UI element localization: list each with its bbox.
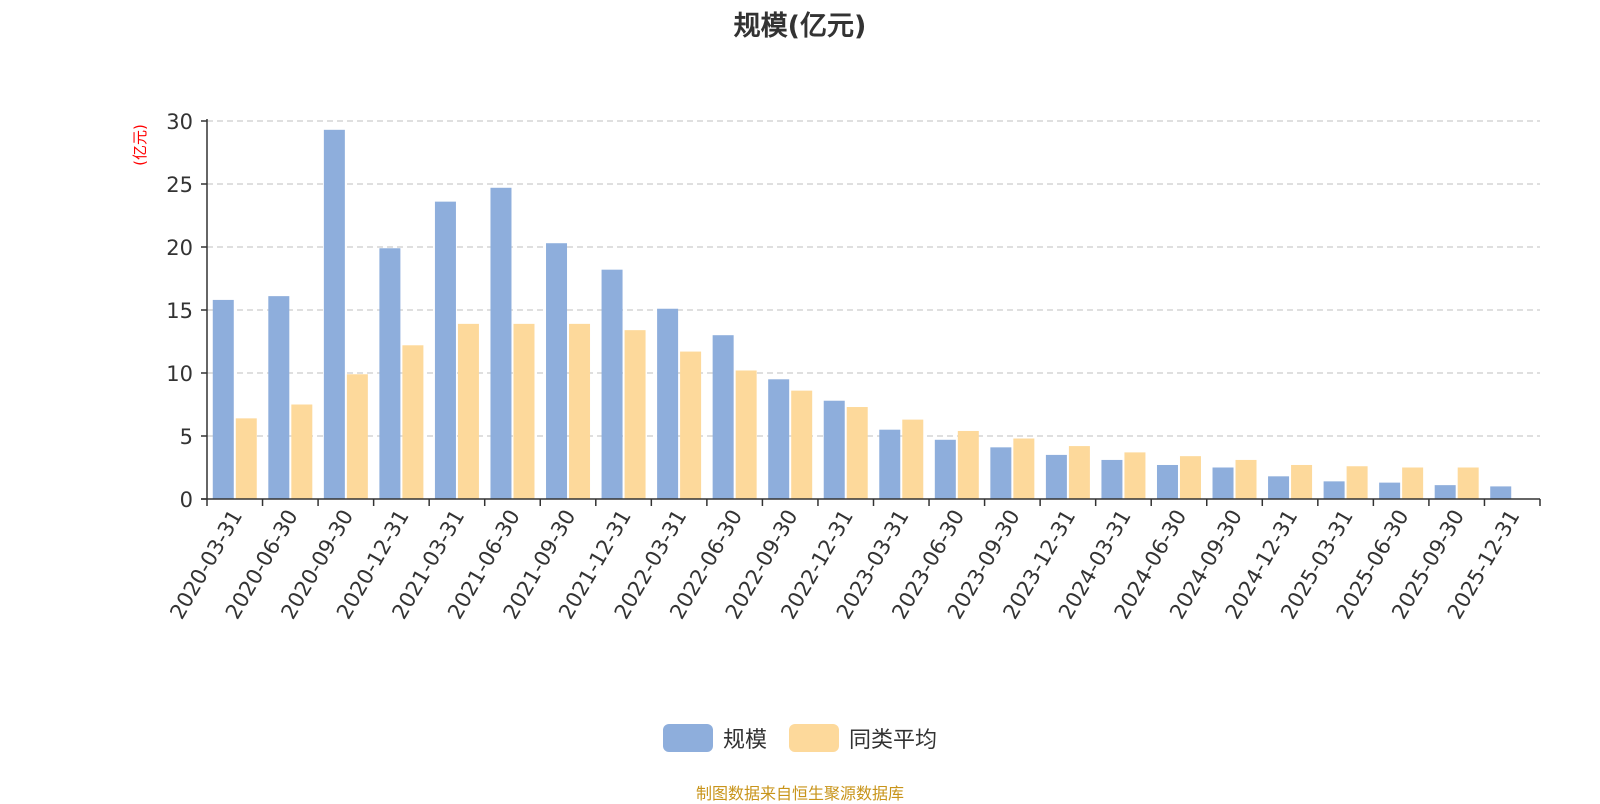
bar-series-1[interactable] xyxy=(1101,459,1123,499)
bar-series-2[interactable] xyxy=(346,374,368,499)
bar-series-2[interactable] xyxy=(680,351,702,499)
bar-series-1[interactable] xyxy=(1323,481,1345,499)
bar-series-2[interactable] xyxy=(1235,459,1257,499)
bar-series-1[interactable] xyxy=(1045,454,1067,499)
bar-series-2[interactable] xyxy=(291,404,313,500)
bar-series-1[interactable] xyxy=(768,379,790,499)
legend-item-series-2[interactable]: 同类平均 xyxy=(789,722,937,754)
bar-series-2[interactable] xyxy=(1124,452,1146,499)
bar-series-1[interactable] xyxy=(990,447,1012,499)
bar-series-1[interactable] xyxy=(490,187,512,499)
bar-series-2[interactable] xyxy=(1457,467,1479,500)
legend-label-series-2: 同类平均 xyxy=(849,728,938,753)
bar-series-1[interactable] xyxy=(712,335,734,499)
bar-series-2[interactable] xyxy=(1013,438,1035,499)
bar-series-1[interactable] xyxy=(1379,482,1401,499)
bar-series-1[interactable] xyxy=(379,248,401,499)
y-axis-label: (亿元) xyxy=(131,124,149,166)
bar-series-1[interactable] xyxy=(268,296,290,499)
bar-series-1[interactable] xyxy=(934,439,956,499)
bar-series-1[interactable] xyxy=(1156,464,1178,499)
bar-series-1[interactable] xyxy=(1268,476,1290,499)
bar-series-1[interactable] xyxy=(323,129,345,499)
bar-series-2[interactable] xyxy=(624,330,646,499)
bar-series-2[interactable] xyxy=(846,407,868,499)
chart-title: 规模(亿元) xyxy=(733,11,867,42)
bar-series-1[interactable] xyxy=(879,429,901,499)
y-tick-labels: 0 5 10 15 20 25 30 xyxy=(166,110,193,512)
bar-series-2[interactable] xyxy=(569,323,591,499)
x-tick-labels: 2020-03-312020-06-302020-09-302020-12-31… xyxy=(165,505,1524,623)
legend-swatch-series-1 xyxy=(662,724,713,752)
y-tick-label: 5 xyxy=(180,425,193,449)
bar-series-1[interactable] xyxy=(1490,486,1512,499)
bar-series-1[interactable] xyxy=(212,299,234,499)
bar-series-2[interactable] xyxy=(902,419,924,499)
y-tick-label: 20 xyxy=(166,236,193,260)
y-tick-label: 15 xyxy=(166,299,193,323)
bar-series-2[interactable] xyxy=(235,418,257,499)
bar-series-1[interactable] xyxy=(1434,485,1456,499)
bar-series-2[interactable] xyxy=(1402,467,1424,500)
bars xyxy=(212,129,1512,500)
bar-series-1[interactable] xyxy=(823,400,845,499)
bar-series-2[interactable] xyxy=(513,323,535,499)
footer-note: 制图数据来自恒生聚源数据库 xyxy=(695,784,904,803)
legend: 规模 同类平均 xyxy=(0,722,1600,754)
bar-series-2[interactable] xyxy=(957,430,979,499)
y-tick-label: 30 xyxy=(166,110,193,134)
legend-item-series-1[interactable]: 规模 xyxy=(662,722,767,754)
bar-series-2[interactable] xyxy=(1346,466,1368,499)
bar-series-1[interactable] xyxy=(434,201,456,499)
bar-series-1[interactable] xyxy=(1212,467,1234,500)
legend-label-series-1: 规模 xyxy=(722,728,767,753)
y-tick-label: 25 xyxy=(166,173,193,197)
axes xyxy=(201,119,1541,506)
bar-series-2[interactable] xyxy=(791,390,813,499)
bar-chart: 0 5 10 15 20 25 30 2020-03-312020-06-302020-09… xyxy=(131,110,1541,623)
bar-series-2[interactable] xyxy=(735,370,757,499)
bar-series-2[interactable] xyxy=(1068,446,1090,499)
bar-series-1[interactable] xyxy=(657,308,679,499)
bar-series-2[interactable] xyxy=(1179,456,1201,499)
bar-series-1[interactable] xyxy=(546,243,568,499)
y-tick-label: 0 xyxy=(180,488,193,512)
bar-series-2[interactable] xyxy=(1291,464,1313,499)
gridlines xyxy=(207,120,1540,437)
bar-series-2[interactable] xyxy=(457,323,479,499)
bar-series-2[interactable] xyxy=(402,345,424,499)
legend-swatch-series-2 xyxy=(789,724,839,752)
bar-series-1[interactable] xyxy=(601,269,623,499)
y-tick-label: 10 xyxy=(166,362,193,386)
